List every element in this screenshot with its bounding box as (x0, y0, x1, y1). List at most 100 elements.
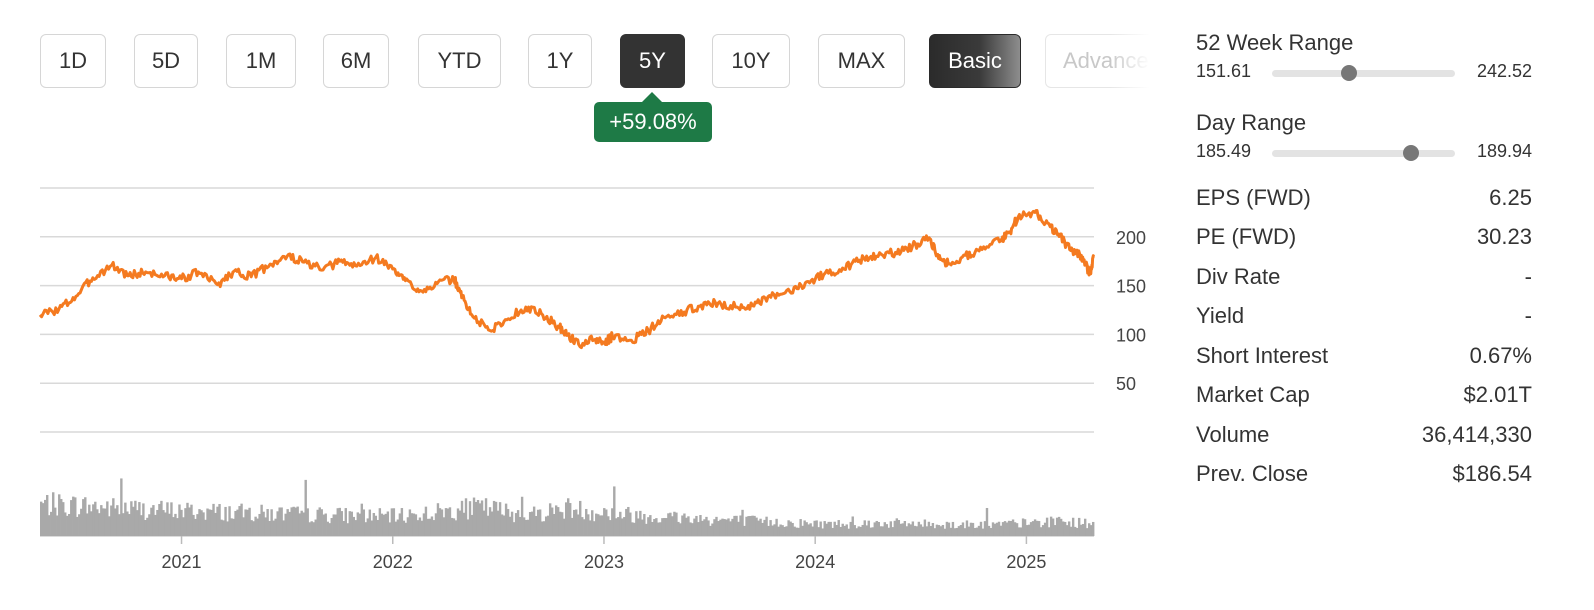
volume-bar (370, 520, 374, 536)
period-1y-button[interactable]: 1Y (528, 34, 592, 88)
volume-bar (134, 500, 137, 536)
volume-bar (104, 508, 107, 536)
period-6m-button[interactable]: 6M (323, 34, 389, 88)
volume-bar (1011, 519, 1015, 536)
volume-bar (434, 513, 438, 536)
volume-bar (849, 521, 852, 536)
x-tick-label: 2025 (1006, 552, 1046, 572)
volume-bar (615, 518, 618, 536)
volume-bar (108, 516, 111, 536)
volume-bar (142, 503, 145, 536)
volume-bar (420, 520, 424, 536)
volume-bar (953, 528, 957, 536)
volume-bar (196, 514, 199, 536)
volume-bar (72, 496, 75, 536)
volume-bar (432, 520, 436, 536)
period-ytd-button[interactable]: YTD (418, 34, 501, 88)
volume-bar (789, 521, 792, 536)
volume-bar (801, 525, 804, 536)
stat-label: EPS (FWD) (1196, 184, 1311, 210)
volume-bar (883, 522, 887, 536)
volume-bar (452, 518, 456, 536)
volume-bar (526, 519, 530, 536)
volume-bar (717, 521, 720, 536)
volume-bar (100, 505, 103, 536)
volume-bar (853, 525, 856, 536)
volume-bar (995, 522, 999, 536)
volume-bar (577, 514, 580, 536)
volume-bar (58, 494, 61, 536)
volume-bar (1089, 525, 1093, 536)
change-badge: +59.08% (594, 102, 712, 142)
volume-bar (865, 525, 868, 536)
volume-bar (795, 527, 798, 536)
volume-bar (863, 520, 866, 536)
volume-bar (316, 509, 319, 536)
period-5d-button[interactable]: 5D (134, 34, 198, 88)
volume-bar (168, 513, 171, 536)
basic-mode-button[interactable]: Basic (929, 34, 1021, 88)
volume-bar (1015, 523, 1019, 536)
stat-label: Prev. Close (1196, 461, 1309, 487)
volume-bar (903, 520, 907, 536)
volume-bar (845, 524, 848, 536)
grid-layer (40, 187, 1094, 537)
volume-bar (510, 511, 514, 536)
volume-bar (1043, 522, 1047, 536)
volume-bar (653, 518, 656, 536)
volume-bar (695, 515, 698, 536)
volume-bar (799, 519, 802, 536)
period-max-button[interactable]: MAX (818, 34, 905, 88)
volume-bar (1077, 517, 1081, 536)
volume-bar (280, 507, 283, 536)
volume-bar (124, 502, 127, 536)
volume-bar (1053, 525, 1057, 536)
volume-bar (1003, 521, 1007, 536)
volume-bar (1023, 519, 1027, 536)
volume-bar (821, 528, 824, 536)
period-5y-button[interactable]: 5Y (620, 34, 685, 88)
volume-bar (739, 515, 742, 536)
volume-bar (971, 522, 975, 536)
volume-bar (791, 522, 794, 536)
volume-bar (476, 500, 480, 536)
volume-bar (929, 525, 933, 536)
volume-bar (1021, 518, 1025, 536)
volume-bar (987, 525, 991, 536)
volume-bar (881, 526, 885, 536)
volume-bar (402, 520, 406, 536)
volume-bar (1017, 527, 1021, 536)
period-1m-button[interactable]: 1M (226, 34, 296, 88)
period-10y-button[interactable]: 10Y (712, 34, 790, 88)
volume-bar (550, 507, 554, 536)
volume-bar (230, 518, 233, 536)
volume-bar (140, 515, 143, 536)
volume-bar (440, 509, 444, 536)
volume-bar (548, 503, 552, 536)
volume-bar (787, 520, 790, 536)
volume-bar (454, 520, 458, 536)
volume-bar (182, 517, 185, 536)
volume-bar (552, 514, 556, 536)
volume-bar (538, 509, 542, 536)
volume-bar (276, 511, 279, 536)
volume-bar (891, 527, 895, 536)
volume-bar (214, 512, 217, 536)
stat-yield: Yield - (1196, 297, 1532, 337)
volume-bar (554, 505, 558, 536)
volume-bar (274, 518, 277, 536)
volume-bar (933, 528, 937, 536)
period-1d-button[interactable]: 1D (40, 34, 106, 88)
volume-bar (408, 509, 412, 536)
day-range-title: Day Range (1196, 110, 1307, 135)
volume-bar (1081, 523, 1085, 536)
volume-bar (450, 517, 454, 536)
price-chart: 50 100 150 200 2021 2022 2023 2024 2025 (38, 187, 1146, 572)
volume-bar (472, 497, 476, 536)
volume-bar (102, 508, 105, 536)
volume-bar (1029, 522, 1033, 536)
stat-value: $186.54 (1452, 461, 1532, 487)
volume-bar (859, 526, 862, 536)
volume-bar (76, 516, 79, 536)
volume-bar (114, 508, 117, 536)
